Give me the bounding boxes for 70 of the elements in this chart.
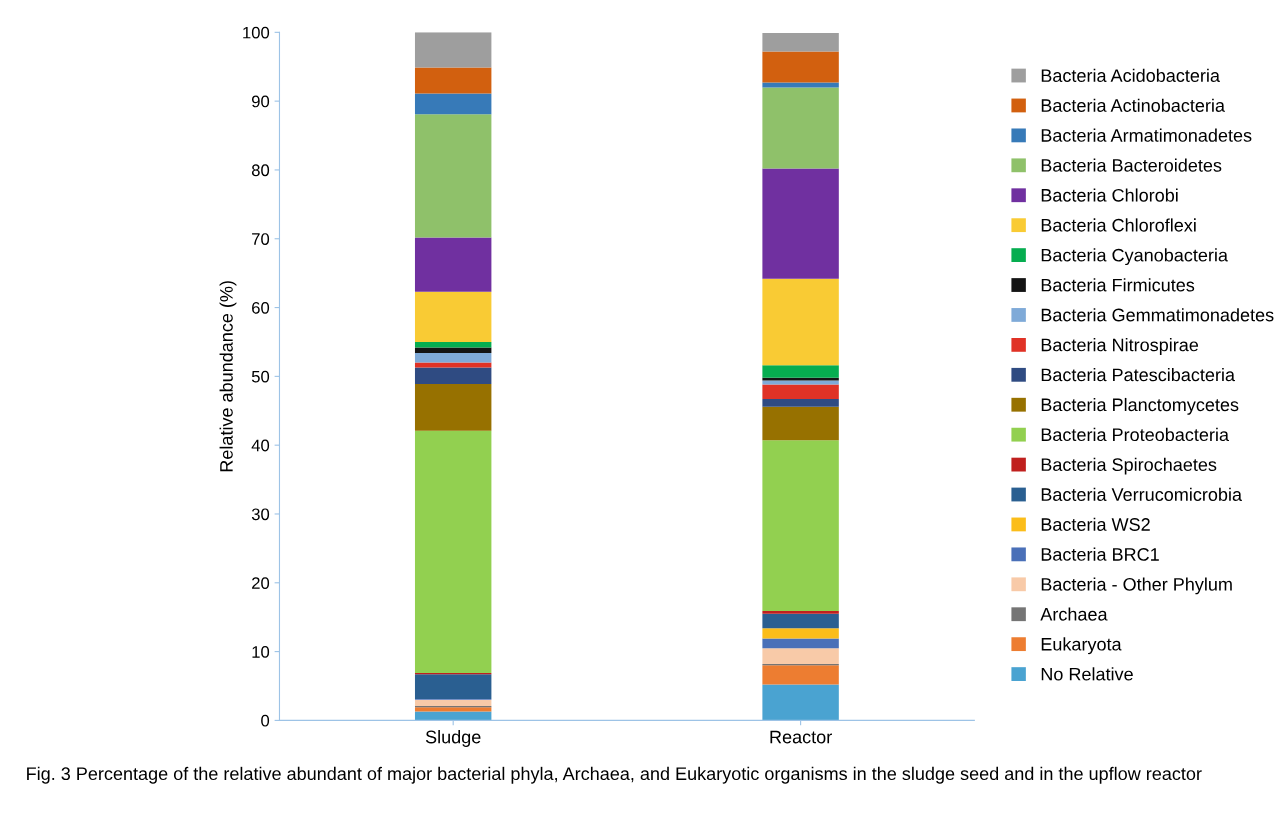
bar [762, 613, 839, 629]
y-tick-label: 60 [252, 301, 270, 314]
y-tick-label: 70 [252, 233, 270, 245]
bar [762, 684, 839, 721]
legend-label: Bacteria - Other Phylum [1041, 577, 1232, 595]
y-tick-label: 100 [243, 26, 270, 39]
legend-label: Bacteria Armatimonadetes [1041, 128, 1252, 142]
y-tick-label: 90 [252, 95, 270, 108]
bar [414, 707, 492, 712]
bar [762, 33, 839, 52]
bar [414, 114, 492, 238]
bar [414, 237, 492, 292]
bar [414, 699, 492, 706]
bar [762, 440, 839, 611]
bar [762, 380, 839, 385]
bar [414, 341, 492, 348]
legend-label: Bacteria Actinobacteria [1041, 98, 1225, 112]
bar [762, 365, 839, 378]
legend-label: Bacteria Bacteroidetes [1041, 158, 1222, 172]
legend-label: Archaea [1040, 607, 1108, 621]
legend-label: Bacteria Firmicutes [1041, 278, 1195, 292]
bar [414, 430, 492, 673]
bar [414, 674, 492, 700]
y-tick-label: 0 [261, 714, 270, 727]
bar [762, 665, 839, 685]
bar [762, 406, 839, 441]
bar [414, 711, 492, 721]
x-tick-label: Sludge [425, 730, 481, 747]
legend-label: Bacteria Acidobacteria [1041, 68, 1220, 82]
y-tick-label: 30 [251, 508, 270, 521]
legend-label: Bacteria Chlorobi [1041, 188, 1178, 202]
bar [414, 352, 492, 363]
y-tick-label: 80 [251, 164, 270, 177]
legend-label: Eukaryota [1041, 637, 1122, 655]
legend-label: Bacteria BRC1 [1041, 547, 1159, 561]
bar [414, 367, 492, 384]
bar [762, 51, 839, 83]
bar [762, 87, 839, 169]
bar [762, 278, 839, 366]
y-axis-title: Relative abundance (%) [219, 281, 237, 472]
legend-label: Bacteria Verrucomicrobia [1041, 487, 1243, 501]
y-tick-label: 10 [252, 646, 270, 658]
legend-label: Bacteria Cyanobacteria [1041, 248, 1228, 266]
bar [762, 611, 839, 614]
bar [762, 399, 839, 407]
bar [762, 638, 839, 649]
bar [414, 32, 492, 68]
bar [762, 384, 839, 400]
bar [762, 168, 839, 279]
bar [414, 67, 492, 94]
legend-label: No Relative [1041, 667, 1133, 681]
x-tick-label: Reactor [770, 730, 832, 744]
bar [414, 347, 492, 353]
bar [414, 383, 492, 431]
legend-label: Bacteria Chloroflexi [1041, 218, 1196, 232]
legend-label: Bacteria Nitrospirae [1041, 338, 1199, 355]
legend-label: Bacteria Spirochaetes [1041, 457, 1217, 475]
legend-label: Bacteria Proteobacteria [1041, 427, 1229, 442]
legend-label: Bacteria Gemmatimonadetes [1041, 308, 1274, 322]
bar [414, 291, 492, 342]
legend-label: Bacteria Patescibacteria [1041, 368, 1235, 382]
caption: Fig. 3 Percentage of the relative abundant of major bacterial phyla, Archaea, and Eukaryotic organisms in the sludge seed and in the upflow reactor [27, 766, 1202, 784]
legend-label: Bacteria WS2 [1041, 517, 1150, 531]
legend-label: Bacteria Planctomycetes [1041, 397, 1239, 415]
bar [414, 93, 492, 115]
y-tick-label: 20 [252, 577, 270, 589]
y-tick-label: 50 [251, 370, 270, 383]
bar [762, 628, 839, 639]
y-tick-label: 40 [251, 439, 270, 452]
bar [762, 648, 839, 664]
